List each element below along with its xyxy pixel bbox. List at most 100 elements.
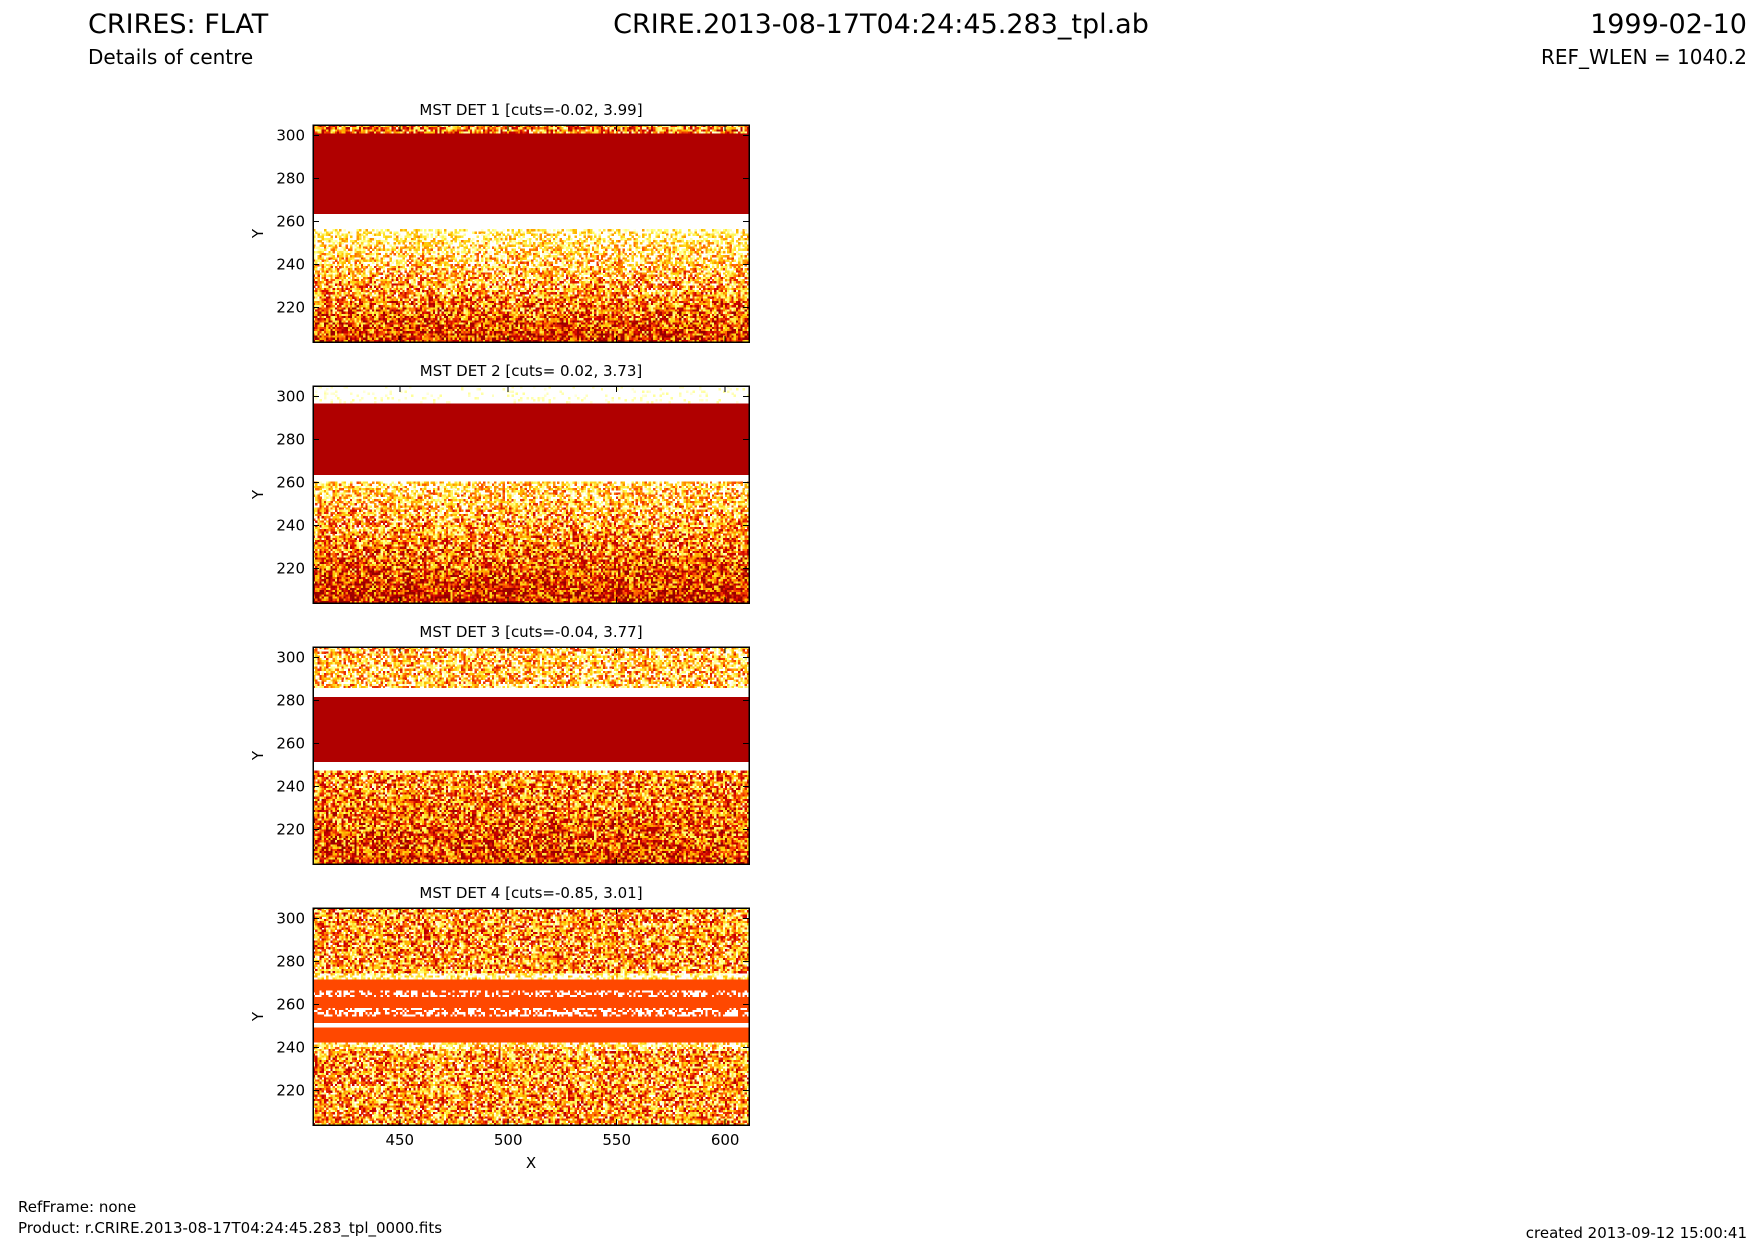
heatmap-cell xyxy=(372,229,374,231)
heatmap-cell xyxy=(490,132,492,134)
heatmap-cell xyxy=(546,129,548,131)
heatmap-cell xyxy=(566,132,568,134)
heatmap-cell xyxy=(535,234,537,236)
heatmap-cell xyxy=(607,231,609,233)
heatmap-cell xyxy=(651,231,653,233)
heatmap-cell xyxy=(394,132,396,134)
heatmap-cell xyxy=(559,127,561,129)
heatmap-cell xyxy=(439,127,441,129)
heatmap-cell xyxy=(535,229,537,231)
heatmap-cell xyxy=(586,229,588,231)
heatmap-cell xyxy=(699,127,701,129)
heatmap-cell xyxy=(461,127,463,129)
heatmap-cell xyxy=(738,127,740,129)
heatmap-cell xyxy=(492,234,494,236)
heatmap-cell xyxy=(616,231,618,233)
heatmap-cell xyxy=(642,229,644,231)
heatmap-cell xyxy=(718,129,720,131)
heatmap-cell xyxy=(614,127,616,129)
heatmap-cell xyxy=(710,132,712,134)
heatmap-cell xyxy=(487,129,489,131)
heatmap-cell xyxy=(607,229,609,231)
heatmap-cell xyxy=(455,231,457,233)
heatmap-cell xyxy=(577,127,579,129)
heatmap-cell xyxy=(631,231,633,233)
heatmap-cell xyxy=(557,234,559,236)
heatmap-cell xyxy=(444,231,446,233)
heatmap-cell xyxy=(328,234,330,236)
heatmap-cell xyxy=(649,229,651,231)
heatmap-cell xyxy=(348,127,350,129)
heatmap-cell xyxy=(708,234,710,236)
heatmap-cell xyxy=(714,132,716,134)
heatmap-cell xyxy=(422,129,424,131)
heatmap-cell xyxy=(479,127,481,129)
heatmap-cell xyxy=(692,127,694,129)
figure: CRIRES: FLAT Details of centre CRIRE.201… xyxy=(0,0,1755,1245)
heatmap-cell xyxy=(481,231,483,233)
heatmap-cell xyxy=(716,132,718,134)
heatmap-cell xyxy=(415,234,417,236)
heatmap-cell xyxy=(592,129,594,131)
heatmap-cell xyxy=(453,127,455,129)
heatmap-cell xyxy=(317,127,319,129)
heatmap-cell xyxy=(586,132,588,134)
heatmap-cell xyxy=(647,132,649,134)
heatmap-cell xyxy=(411,127,413,129)
heatmap-cell xyxy=(548,132,550,134)
heatmap-cell xyxy=(455,129,457,131)
heatmap-cell xyxy=(324,231,326,233)
heatmap-cell xyxy=(492,229,494,231)
heatmap-cell xyxy=(496,231,498,233)
heatmap-cell xyxy=(695,234,697,236)
heatmap-cell xyxy=(322,234,324,236)
heatmap-cell xyxy=(701,127,703,129)
heatmap-cell xyxy=(341,132,343,134)
heatmap-cell xyxy=(490,129,492,131)
heatmap-cell xyxy=(548,234,550,236)
heatmap-cell xyxy=(378,127,380,129)
heatmap-cell xyxy=(705,129,707,131)
heatmap-cell xyxy=(723,229,725,231)
heatmap-cell xyxy=(426,234,428,236)
heatmap-cell xyxy=(572,129,574,131)
heatmap-cell xyxy=(627,132,629,134)
heatmap-cell xyxy=(732,127,734,129)
heatmap-cell xyxy=(668,127,670,129)
heatmap-cell xyxy=(330,231,332,233)
heatmap-cell xyxy=(415,129,417,131)
heatmap-cell xyxy=(708,132,710,134)
heatmap-cell xyxy=(657,129,659,131)
heatmap-cell xyxy=(368,231,370,233)
heatmap-cell xyxy=(503,229,505,231)
heatmap-cell xyxy=(522,231,524,233)
heatmap-cell xyxy=(522,129,524,131)
heatmap-cell xyxy=(729,129,731,131)
heatmap-cell xyxy=(507,234,509,236)
heatmap-cell xyxy=(494,132,496,134)
heatmap-cell xyxy=(559,231,561,233)
heatmap-cell xyxy=(701,234,703,236)
heatmap-cell xyxy=(562,129,564,131)
heatmap-cell xyxy=(328,231,330,233)
heatmap-cell xyxy=(612,127,614,129)
heatmap-cell xyxy=(335,129,337,131)
heatmap-cell xyxy=(710,127,712,129)
page: CRIRES: FLAT Details of centre CRIRE.201… xyxy=(0,0,1755,1245)
heatmap-cell xyxy=(422,127,424,129)
heatmap-cell xyxy=(511,231,513,233)
heatmap-cell xyxy=(692,132,694,134)
heatmap-cell xyxy=(527,229,529,231)
heatmap-cell xyxy=(596,127,598,129)
heatmap-band xyxy=(313,134,749,214)
heatmap-cell xyxy=(599,229,601,231)
heatmap-cell xyxy=(742,231,744,233)
heatmap-cell xyxy=(459,229,461,231)
heatmap-cell xyxy=(330,127,332,129)
heatmap-cell xyxy=(557,129,559,131)
heatmap-cell xyxy=(575,127,577,129)
heatmap-cell xyxy=(579,129,581,131)
heatmap-cell xyxy=(677,231,679,233)
heatmap-cell xyxy=(745,132,747,134)
heatmap-cell xyxy=(420,229,422,231)
